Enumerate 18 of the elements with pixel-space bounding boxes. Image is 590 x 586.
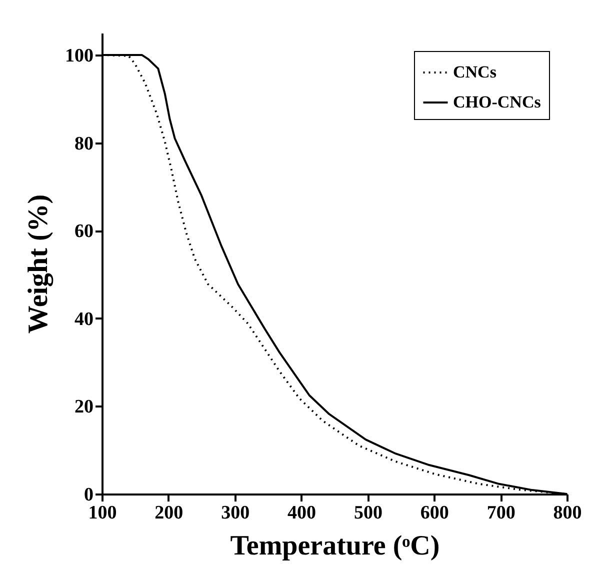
y-tick-label: 0 [84,484,94,506]
x-axis-title: Temperature (ᵒC) [230,530,440,562]
legend-label: CHO-CNCs [453,92,542,112]
x-tick-label: 500 [354,502,382,524]
x-tick-label: 800 [553,502,582,524]
x-tick-label: 300 [221,502,250,524]
y-tick-label: 20 [74,396,94,418]
x-tick-label: 700 [486,502,516,524]
y-axis-title: Weight (%) [23,194,54,334]
x-tick-label: 600 [420,502,449,524]
legend-label: CNCs [453,62,497,82]
y-tick-label: 40 [74,308,94,330]
x-tick-label: 100 [88,502,117,524]
x-tick-label: 400 [288,502,316,524]
y-tick-label: 80 [74,133,94,154]
y-tick-label: 60 [74,221,94,242]
x-tick-label: 200 [154,502,184,524]
y-tick-label: 100 [65,45,94,66]
